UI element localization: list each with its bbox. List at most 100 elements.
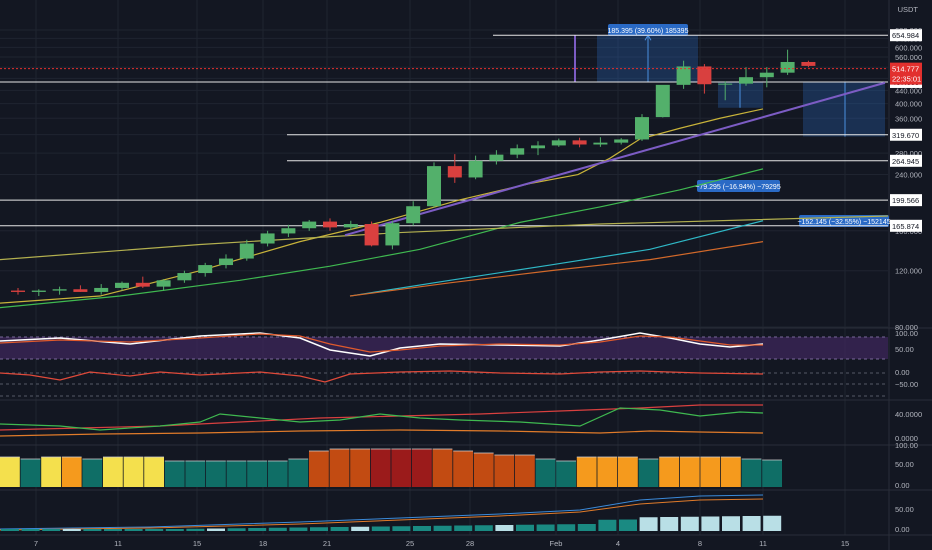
candle-body [135, 282, 150, 287]
vol-bar [185, 461, 206, 487]
candle-body [323, 221, 337, 228]
vol-bar [226, 461, 247, 487]
obv-hist-bar [371, 526, 390, 531]
time-tick-label: 18 [259, 539, 267, 548]
vol-bar [329, 449, 350, 487]
candle-body [489, 154, 504, 161]
obv-tick-label: 50.00 [895, 505, 914, 514]
obv-hist-bar [763, 515, 782, 531]
obv-hist-bar [557, 524, 576, 531]
vol-bar [0, 457, 20, 487]
candle-body [510, 148, 525, 155]
candle-body [614, 139, 629, 143]
vol-bar [391, 449, 412, 487]
adx-tick-label: 40.0000 [895, 410, 922, 419]
obv-blue-line [0, 494, 764, 530]
obv-hist-bar [104, 529, 122, 531]
obv-hist-bar [207, 528, 225, 531]
vol-bar [123, 457, 144, 487]
candle-body [156, 280, 171, 287]
candle-body [177, 273, 192, 281]
price-tick-label: 80.000 [895, 323, 918, 332]
obv-hist-bar [62, 529, 81, 531]
obv-hist-bar [227, 528, 246, 531]
vol-bar [247, 461, 267, 487]
candle-body [635, 117, 649, 140]
vol-bar [700, 457, 721, 487]
vol-bar [494, 455, 515, 487]
candle-body [239, 243, 254, 259]
price-tick-label: 560.000 [895, 53, 922, 62]
rsi-tick-label: 100.00 [895, 329, 918, 338]
obv-hist-bar [516, 524, 534, 531]
vol-bar [576, 457, 597, 487]
long-ma-line [0, 215, 889, 261]
price-tick-label: 240.000 [895, 171, 922, 180]
osc-tick-label: 0.00 [895, 368, 910, 377]
ema-line-orange [349, 241, 764, 297]
adx-green-line [0, 407, 764, 431]
price-level-tag [890, 128, 922, 141]
candle-body [593, 142, 608, 145]
candle-body [447, 166, 462, 178]
measure-label-bg [697, 180, 780, 192]
vol-bar [61, 457, 82, 487]
obv-hist-bar [351, 526, 370, 531]
stoch-k-line [0, 332, 764, 357]
vol-bar [679, 457, 700, 487]
vol-bar [103, 457, 123, 487]
obv-hist-bar [145, 529, 164, 531]
candle-body [406, 206, 421, 224]
candle-body [697, 66, 712, 85]
candle-body [718, 83, 733, 85]
trend-line [344, 81, 886, 237]
price-tick-label: 360.000 [895, 114, 922, 123]
obv-hist-bar [680, 516, 699, 531]
countdown-label: 22:35:01 [892, 75, 921, 84]
obv-hist-bar [701, 516, 720, 531]
obv-tick-label: 0.00 [895, 525, 910, 534]
candle-body [551, 140, 566, 146]
vol-bar [288, 459, 309, 487]
obv-hist-bar [310, 527, 328, 531]
osc-tick-label: −50.00 [895, 380, 918, 389]
obv-hist-bar [413, 526, 431, 531]
price-tick-label: 120.000 [895, 267, 922, 276]
time-tick-label: 25 [406, 539, 414, 548]
obv-hist-bar [722, 516, 740, 531]
vol-bar [638, 459, 659, 487]
ema-line-green [0, 168, 764, 309]
candle-body [780, 61, 795, 73]
price-level-tag [890, 29, 922, 42]
time-tick-label: 11 [759, 539, 767, 548]
price-tick-label: 280.000 [895, 149, 922, 158]
vol-bar [350, 449, 370, 487]
obv-hist-bar [454, 525, 473, 531]
obv-hist-bar [474, 525, 493, 531]
stoch-d-line [0, 333, 763, 353]
price-tick-label: 400.000 [895, 100, 922, 109]
obv-hist-bar [21, 529, 40, 531]
candle-body [468, 160, 483, 178]
obv-hist-bar [289, 527, 308, 531]
price-level-tag [890, 194, 922, 207]
candle-body [655, 84, 670, 118]
obv-hist-bar [433, 525, 452, 531]
obv-hist-bar [495, 525, 514, 531]
candle-body [385, 223, 400, 246]
last-price-label: 514.777 [892, 65, 919, 74]
candle-body [11, 290, 25, 292]
obv-hist-bar [248, 528, 267, 531]
vol-bar [597, 457, 618, 487]
obv-hist-bar [660, 517, 679, 531]
vol-bar [309, 451, 329, 487]
time-tick-label: 4 [616, 539, 620, 548]
time-tick-label: 8 [698, 539, 702, 548]
obv-hist-bar [83, 529, 102, 531]
vol-bar [659, 457, 679, 487]
vol-bar [412, 449, 432, 487]
obv-hist-bar [165, 529, 184, 531]
time-tick-label: 7 [34, 539, 38, 548]
